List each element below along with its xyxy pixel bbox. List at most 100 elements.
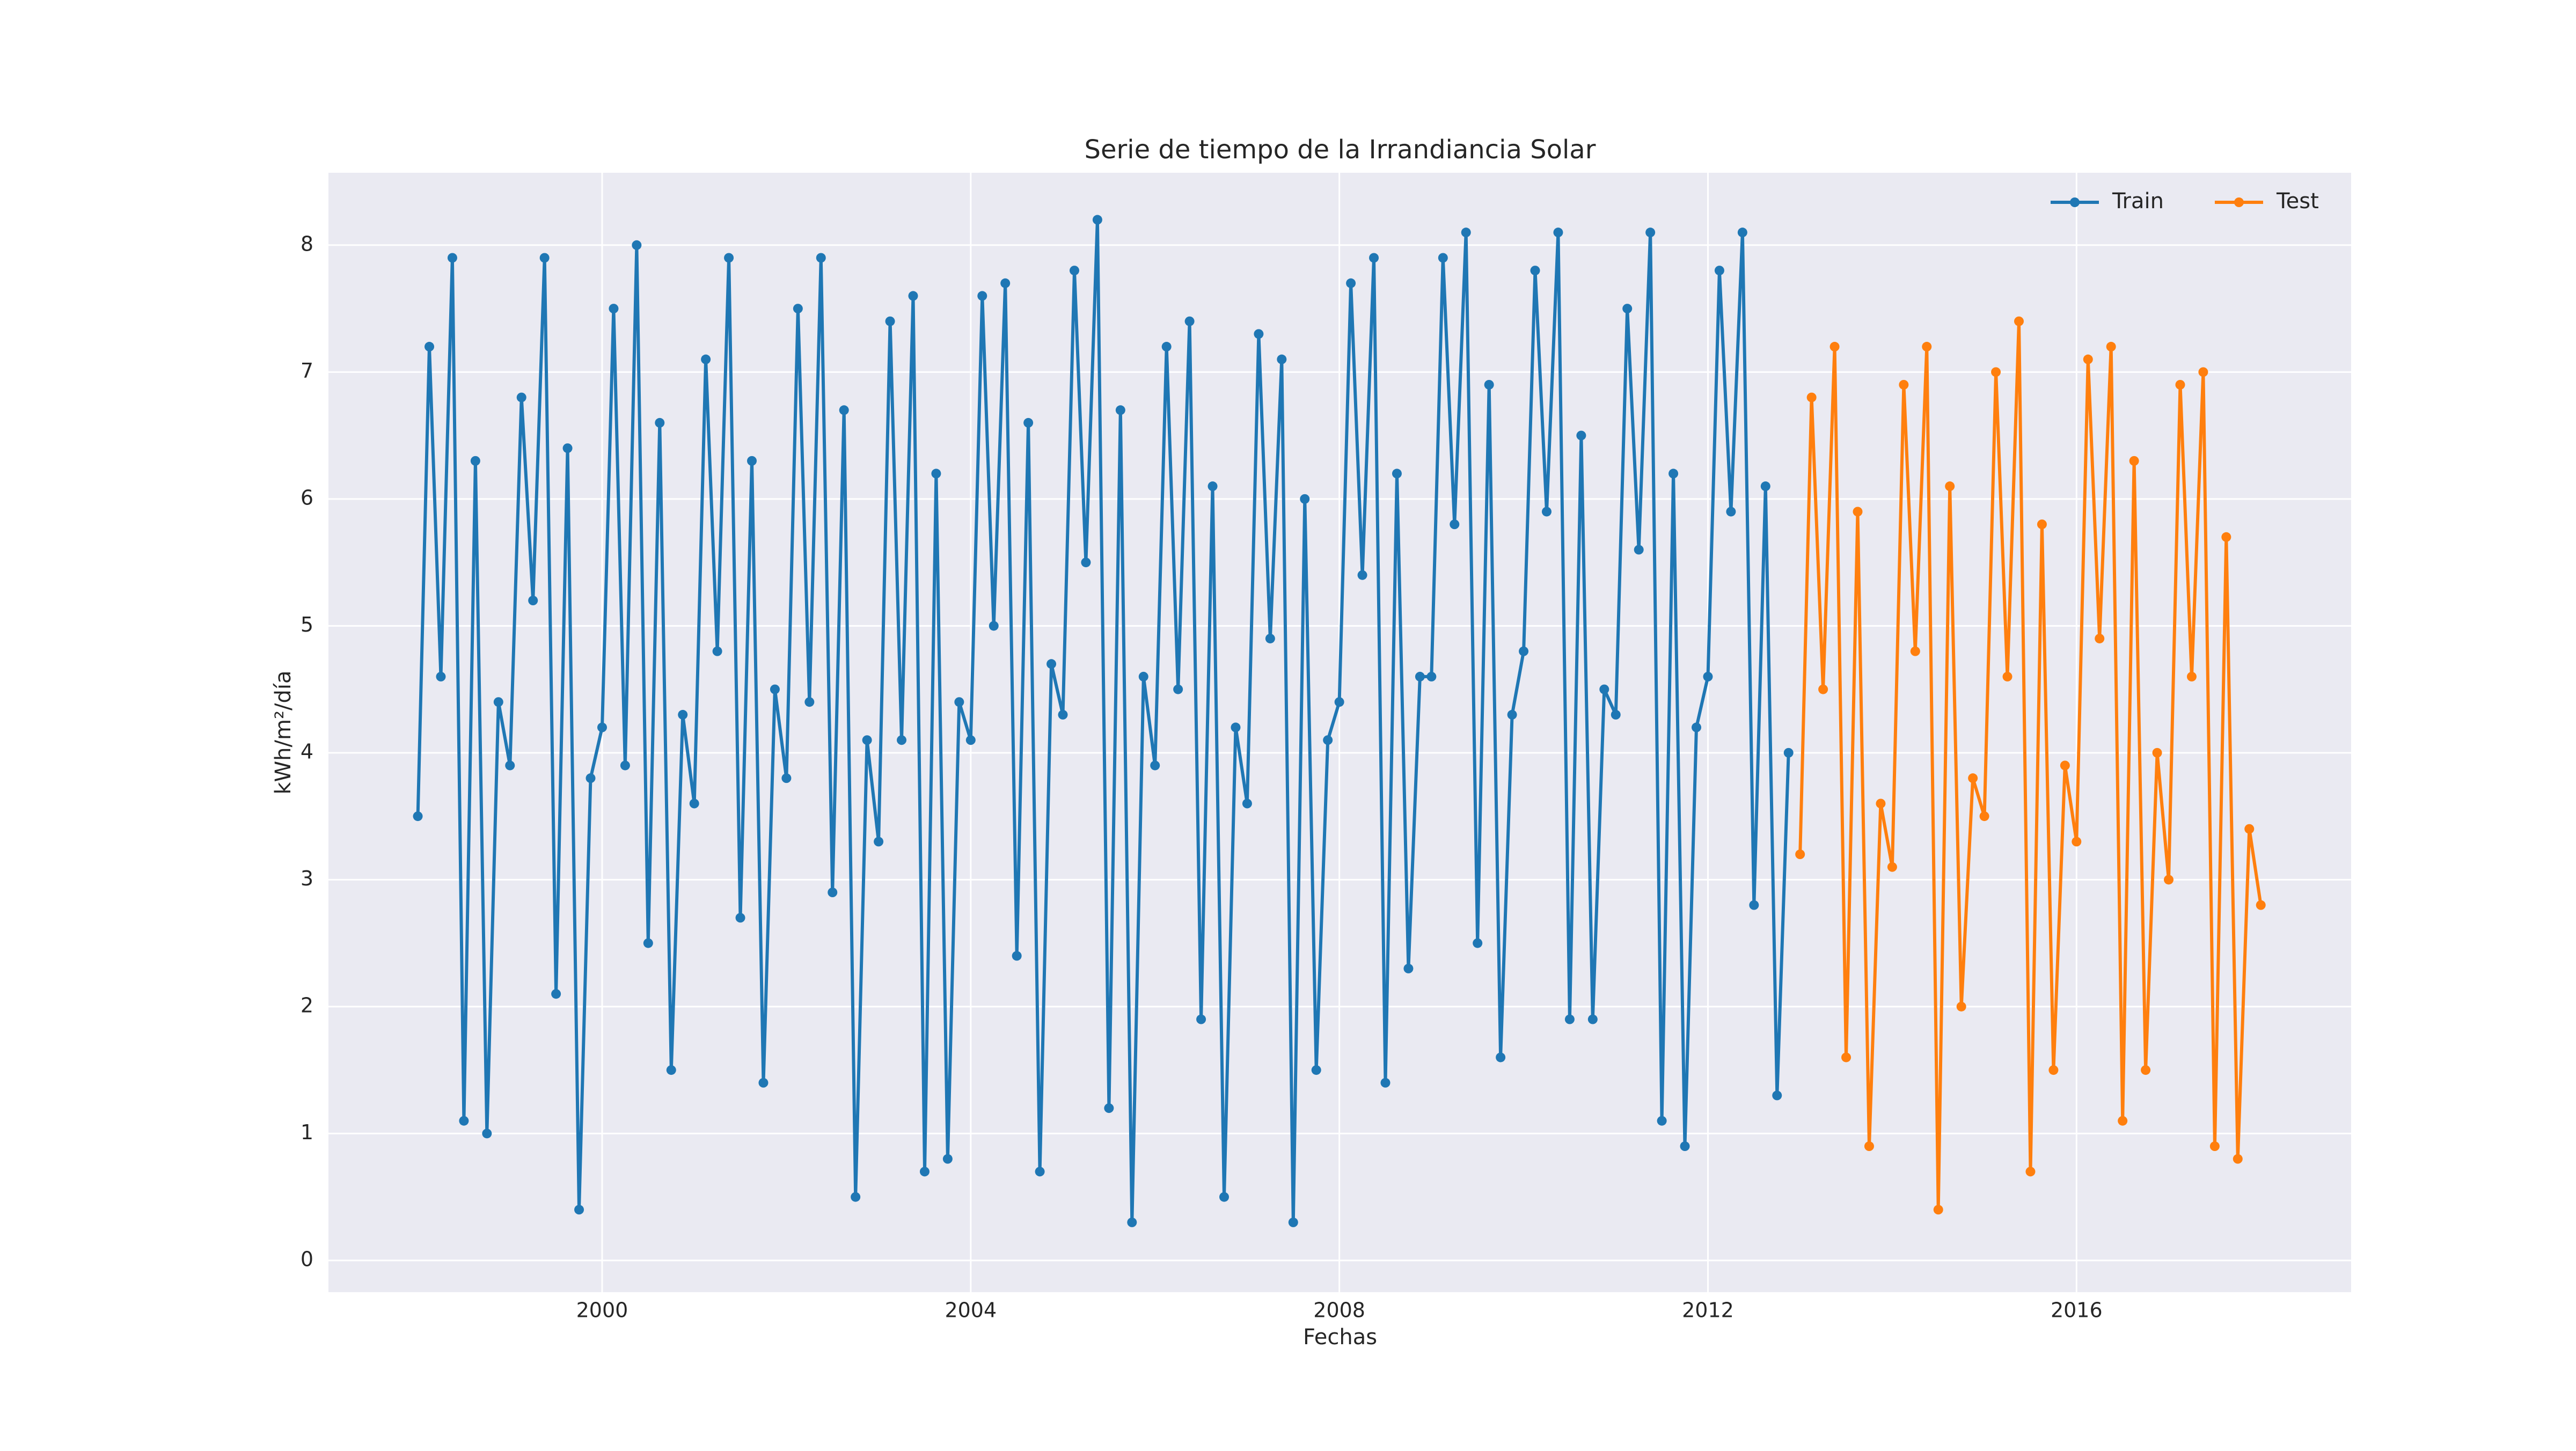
data-point bbox=[666, 1065, 676, 1075]
data-point bbox=[1553, 228, 1563, 238]
data-point bbox=[1783, 748, 1794, 758]
data-point bbox=[689, 798, 699, 809]
data-point bbox=[1657, 1116, 1667, 1126]
data-point bbox=[816, 253, 826, 263]
data-point bbox=[828, 888, 838, 897]
data-point bbox=[1922, 342, 1932, 352]
data-point bbox=[1311, 1065, 1321, 1075]
data-point bbox=[551, 989, 561, 999]
data-point bbox=[1496, 1052, 1506, 1062]
data-point bbox=[574, 1205, 584, 1215]
data-point bbox=[1023, 417, 1034, 428]
data-point bbox=[724, 253, 734, 263]
data-point bbox=[781, 773, 792, 783]
data-point bbox=[2118, 1116, 2128, 1126]
data-point bbox=[1714, 266, 1724, 276]
data-point bbox=[436, 671, 446, 681]
data-point bbox=[1058, 709, 1068, 720]
data-point bbox=[1403, 963, 1414, 973]
data-point bbox=[1864, 1141, 1874, 1152]
data-point bbox=[2095, 633, 2105, 643]
data-point bbox=[1772, 1090, 1782, 1101]
data-point bbox=[2164, 875, 2174, 885]
data-point bbox=[632, 240, 642, 250]
data-point bbox=[528, 596, 538, 606]
data-point bbox=[770, 684, 780, 694]
chart-title: Serie de tiempo de la Irrandiancia Solar bbox=[1085, 135, 1596, 165]
data-point bbox=[954, 697, 964, 707]
data-point bbox=[989, 621, 999, 631]
series-line bbox=[416, 218, 1790, 1224]
legend-marker bbox=[2070, 197, 2080, 207]
data-point bbox=[482, 1128, 492, 1139]
x-tick-label: 2004 bbox=[945, 1299, 997, 1322]
data-point bbox=[1622, 304, 1633, 314]
data-point bbox=[2002, 671, 2012, 681]
legend-label: Train bbox=[2112, 189, 2164, 214]
data-point bbox=[851, 1192, 861, 1202]
data-point bbox=[1184, 316, 1195, 326]
data-point bbox=[586, 773, 596, 783]
data-point bbox=[2221, 532, 2231, 542]
data-point bbox=[1150, 760, 1160, 771]
x-tick-label: 2000 bbox=[576, 1299, 628, 1322]
data-point bbox=[2233, 1154, 2243, 1164]
data-point bbox=[643, 938, 653, 948]
data-point bbox=[1853, 507, 1863, 517]
data-point bbox=[1760, 481, 1770, 492]
data-point bbox=[919, 1167, 930, 1177]
data-point bbox=[758, 1078, 769, 1088]
data-point bbox=[701, 354, 711, 364]
data-point bbox=[1634, 545, 1644, 555]
data-point bbox=[1000, 278, 1011, 288]
data-point bbox=[1196, 1014, 1206, 1024]
data-point bbox=[1265, 633, 1275, 643]
y-tick-label: 1 bbox=[301, 1120, 313, 1144]
data-point bbox=[2014, 316, 2024, 326]
y-tick-label: 6 bbox=[301, 486, 313, 509]
data-point bbox=[1749, 900, 1759, 910]
data-point bbox=[1887, 862, 1897, 872]
data-point bbox=[1795, 849, 1805, 860]
x-tick-label: 2012 bbox=[1682, 1299, 1734, 1322]
data-point bbox=[862, 735, 872, 745]
data-point bbox=[1115, 405, 1125, 415]
data-point bbox=[459, 1116, 469, 1126]
data-point bbox=[1173, 684, 1183, 694]
data-point bbox=[977, 291, 987, 301]
data-point bbox=[908, 291, 918, 301]
data-point bbox=[1369, 253, 1379, 263]
data-point bbox=[678, 709, 688, 720]
data-point bbox=[1092, 215, 1102, 225]
y-tick-label: 4 bbox=[301, 739, 313, 763]
data-point bbox=[1645, 228, 1656, 238]
data-point bbox=[1806, 392, 1817, 402]
data-point bbox=[804, 697, 815, 707]
data-point bbox=[1346, 278, 1356, 288]
data-point bbox=[1484, 379, 1494, 390]
data-point bbox=[1450, 519, 1460, 530]
data-point bbox=[609, 304, 619, 314]
data-point bbox=[1541, 507, 1552, 517]
data-point bbox=[1576, 430, 1586, 441]
y-tick-label: 5 bbox=[301, 613, 313, 636]
data-point bbox=[425, 342, 435, 352]
data-point bbox=[1277, 354, 1287, 364]
data-point bbox=[2256, 900, 2266, 910]
data-point bbox=[1818, 684, 1828, 694]
data-point bbox=[2198, 367, 2208, 377]
y-tick-label: 2 bbox=[301, 993, 313, 1017]
data-point bbox=[2083, 354, 2093, 364]
data-point bbox=[1392, 468, 1402, 479]
data-point bbox=[1668, 468, 1679, 479]
data-point bbox=[1300, 494, 1310, 504]
y-tick-label: 8 bbox=[301, 232, 313, 255]
data-point bbox=[1945, 481, 1955, 492]
data-point bbox=[712, 646, 722, 656]
x-axis-label: Fechas bbox=[1303, 1325, 1377, 1350]
data-point bbox=[874, 837, 884, 847]
data-point bbox=[931, 468, 941, 479]
data-point bbox=[885, 316, 895, 326]
data-point bbox=[1737, 228, 1747, 238]
data-point bbox=[1231, 722, 1241, 732]
